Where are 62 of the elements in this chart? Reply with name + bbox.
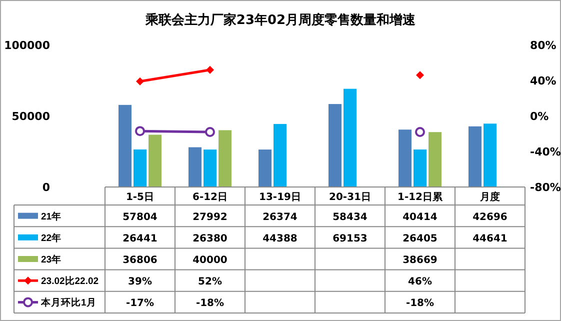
y-tick-label: 100000 [4, 39, 50, 52]
data-label: 52% [198, 276, 222, 288]
data-label: 44641 [472, 233, 508, 244]
bar [344, 88, 356, 187]
x-tick-label: 1-12日累 [397, 191, 444, 203]
y2-tick-label: 80% [530, 39, 556, 52]
y-tick-label: 0 [42, 181, 50, 194]
bar [148, 134, 162, 187]
data-label: 38669 [402, 255, 438, 266]
data-label: -17% [126, 298, 154, 310]
bar [134, 149, 146, 187]
x-tick-label: 20-31日 [329, 192, 371, 203]
bar [484, 124, 496, 187]
data-label: 46% [408, 276, 432, 288]
bar [398, 130, 412, 187]
x-tick-label: 6-12日 [192, 192, 228, 203]
y2-tick-label: -40% [530, 146, 561, 158]
point [136, 77, 144, 86]
data-label: 44388 [262, 233, 298, 244]
y2-tick-label: 40% [530, 74, 556, 88]
y2-tick-label: 0% [530, 110, 549, 123]
bar [428, 132, 442, 187]
data-label: -18% [406, 298, 434, 310]
bar [274, 124, 286, 187]
bar [204, 150, 216, 187]
data-label: 26380 [192, 233, 228, 244]
x-tick-label: 1-5日 [126, 192, 154, 203]
bar [118, 104, 132, 187]
point [416, 71, 424, 80]
x-tick-label: 13-19日 [259, 192, 301, 203]
bar [468, 126, 482, 187]
x-tick-label: 月度 [479, 191, 500, 203]
data-label: 40000 [192, 255, 228, 266]
data-label: 27992 [192, 212, 228, 223]
point [415, 126, 425, 137]
legend-label: 23.02比22.02 [41, 275, 99, 288]
bar [188, 147, 202, 187]
data-label: 26405 [402, 233, 438, 244]
data-label: 26441 [122, 233, 158, 244]
legend-label: 本月环比1月 [40, 296, 96, 309]
data-label: 58434 [332, 212, 368, 223]
data-label: 39% [128, 276, 152, 288]
point [135, 126, 145, 136]
bar [218, 130, 232, 187]
legend-label: 21年 [41, 210, 62, 222]
data-label: 42696 [472, 212, 508, 223]
bar [258, 150, 272, 187]
data-label: 69153 [332, 233, 368, 244]
chart-title: 乘联会主力厂家23年02月周度零售数量和增速 [144, 12, 417, 28]
data-label: 36806 [122, 255, 158, 266]
data-label: 26374 [262, 212, 298, 223]
y2-tick-label: -80% [530, 181, 561, 194]
data-label: 40414 [402, 212, 438, 223]
data-label: 57804 [122, 212, 158, 223]
point [205, 126, 215, 137]
legend-label: 23年 [41, 254, 62, 266]
bar [414, 150, 426, 187]
point [206, 66, 214, 74]
data-label: -18% [196, 298, 224, 310]
y-tick-label: 50000 [12, 110, 50, 123]
bar [328, 104, 342, 187]
legend-label: 22年 [41, 232, 62, 244]
